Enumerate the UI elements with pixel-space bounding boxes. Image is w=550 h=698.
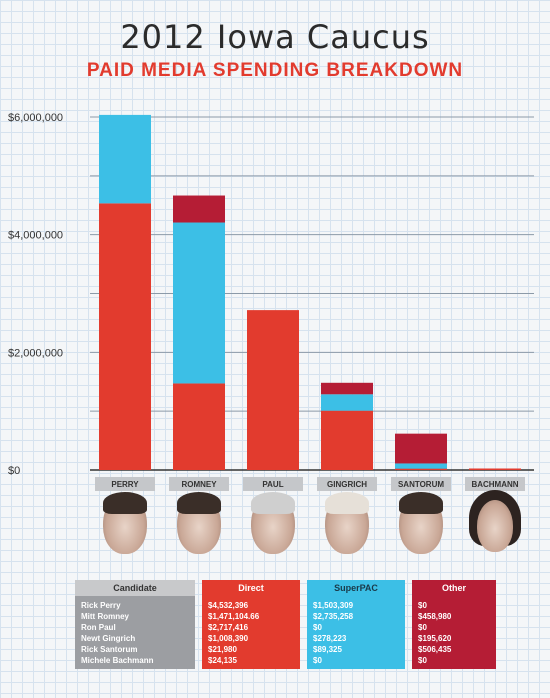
category-label-box bbox=[169, 477, 229, 491]
cell-direct: $1,008,390 bbox=[202, 633, 300, 644]
table-row: Rick Perry $4,532,396 $1,503,309 $0 bbox=[75, 596, 496, 611]
face-paul bbox=[247, 490, 299, 562]
face-hair bbox=[177, 492, 221, 514]
cell-other: $506,435 bbox=[412, 644, 496, 655]
cell-superpac: $0 bbox=[307, 655, 405, 669]
category-label: BACHMANN bbox=[471, 480, 518, 489]
face-santorum bbox=[395, 490, 447, 562]
cell-superpac: $2,735,258 bbox=[307, 611, 405, 622]
face-romney bbox=[173, 490, 225, 562]
cell-other: $0 bbox=[412, 622, 496, 633]
face-head bbox=[477, 500, 513, 552]
stacked-bar-chart: $0 $2,000,000 $4,000,000 $6,000,000 PERRY ROM… bbox=[8, 112, 534, 491]
cell-candidate: Ron Paul bbox=[75, 622, 195, 633]
category-label: GINGRICH bbox=[327, 480, 367, 489]
bar-segment-superpac bbox=[395, 463, 447, 469]
table-header-row: Candidate Direct SuperPAC Other bbox=[75, 580, 496, 596]
cell-direct: $4,532,396 bbox=[202, 596, 300, 611]
cell-direct: $1,471,104.66 bbox=[202, 611, 300, 622]
table-row: Michele Bachmann $24,135 $0 $0 bbox=[75, 655, 496, 669]
cell-candidate: Newt Gingrich bbox=[75, 633, 195, 644]
header-superpac: SuperPAC bbox=[307, 580, 405, 596]
category-label: PERRY bbox=[111, 480, 139, 489]
category-label: ROMNEY bbox=[181, 480, 217, 489]
cell-direct: $24,135 bbox=[202, 655, 300, 669]
table-row: Mitt Romney $1,471,104.66 $2,735,258 $45… bbox=[75, 611, 496, 622]
bar-segment-direct bbox=[173, 383, 225, 470]
cell-direct: $2,717,416 bbox=[202, 622, 300, 633]
face-bachmann bbox=[469, 490, 521, 562]
cell-other: $0 bbox=[412, 655, 496, 669]
table-row: Rick Santorum $21,980 $89,325 $506,435 bbox=[75, 644, 496, 655]
cell-other: $195,620 bbox=[412, 633, 496, 644]
cell-direct: $21,980 bbox=[202, 644, 300, 655]
cell-superpac: $278,223 bbox=[307, 633, 405, 644]
candidate-faces bbox=[0, 490, 550, 570]
category-label-box bbox=[465, 477, 525, 491]
y-tick-label: $2,000,000 bbox=[8, 347, 63, 359]
y-tick-label: $0 bbox=[8, 465, 20, 477]
header-direct: Direct bbox=[202, 580, 300, 596]
face-hair bbox=[103, 492, 147, 514]
cell-candidate: Michele Bachmann bbox=[75, 655, 195, 669]
bar-segment-direct bbox=[321, 410, 373, 470]
category-label: PAUL bbox=[262, 480, 283, 489]
cell-other: $0 bbox=[412, 596, 496, 611]
spending-table: Candidate Direct SuperPAC Other Rick Per… bbox=[68, 580, 503, 669]
cell-superpac: $89,325 bbox=[307, 644, 405, 655]
cell-superpac: $1,503,309 bbox=[307, 596, 405, 611]
chart-title: 2012 Iowa Caucus bbox=[120, 18, 430, 56]
bar-segment-direct bbox=[469, 468, 521, 470]
cell-superpac: $0 bbox=[307, 622, 405, 633]
bar-segment-superpac bbox=[321, 394, 373, 411]
bar-segment-other bbox=[321, 382, 373, 395]
cell-other: $458,980 bbox=[412, 611, 496, 622]
face-hair bbox=[325, 492, 369, 514]
cell-candidate: Rick Santorum bbox=[75, 644, 195, 655]
category-label-box bbox=[391, 477, 451, 491]
category-label-box bbox=[317, 477, 377, 491]
bar-segment-superpac bbox=[173, 222, 225, 384]
category-label-box bbox=[95, 477, 155, 491]
bar-segment-other bbox=[395, 433, 447, 464]
bar-segment-direct bbox=[99, 203, 151, 470]
face-hair bbox=[251, 492, 295, 514]
cell-candidate: Rick Perry bbox=[75, 596, 195, 611]
face-perry bbox=[99, 490, 151, 562]
table-row: Ron Paul $2,717,416 $0 $0 bbox=[75, 622, 496, 633]
bar-segment-direct bbox=[247, 310, 299, 470]
header-other: Other bbox=[412, 580, 496, 596]
category-label: SANTORUM bbox=[398, 480, 444, 489]
y-tick-label: $4,000,000 bbox=[8, 230, 63, 242]
cell-candidate: Mitt Romney bbox=[75, 611, 195, 622]
bar-segment-superpac bbox=[99, 114, 151, 204]
bar-segment-direct bbox=[395, 468, 447, 470]
face-hair bbox=[399, 492, 443, 514]
category-label-box bbox=[243, 477, 303, 491]
table-row: Newt Gingrich $1,008,390 $278,223 $195,6… bbox=[75, 633, 496, 644]
y-tick-label: $6,000,000 bbox=[8, 112, 63, 124]
face-gingrich bbox=[321, 490, 373, 562]
header-candidate: Candidate bbox=[75, 580, 195, 596]
bar-segment-other bbox=[173, 195, 225, 223]
chart-subtitle: PAID MEDIA SPENDING BREAKDOWN bbox=[86, 60, 464, 81]
